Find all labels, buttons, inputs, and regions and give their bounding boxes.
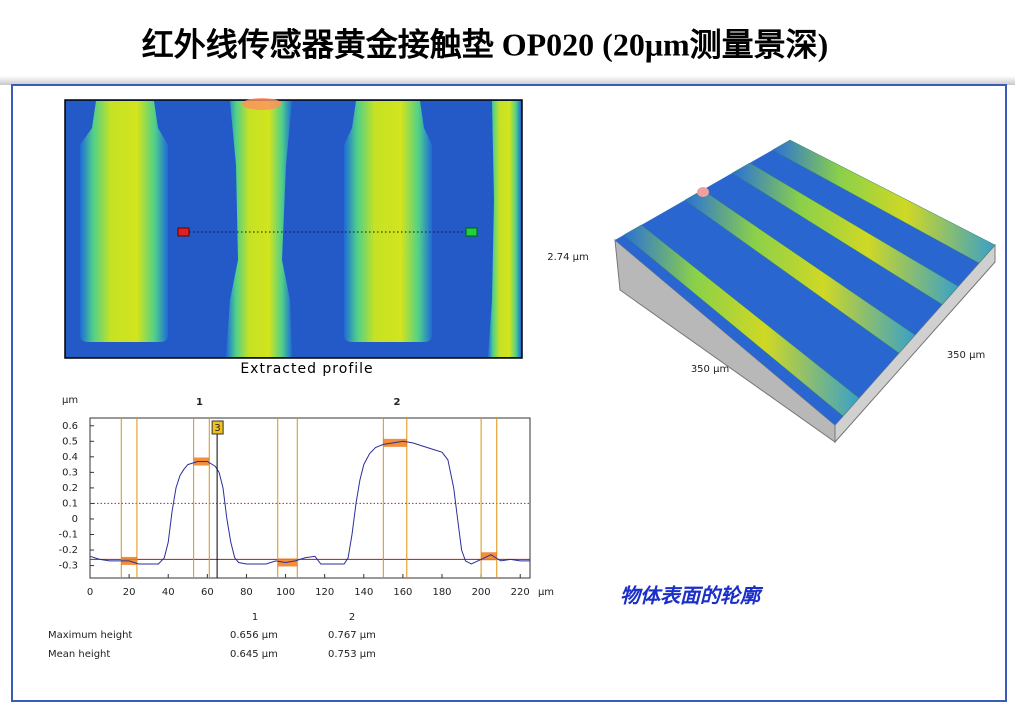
y-unit: µm: [62, 395, 78, 406]
peak-label: 1: [196, 397, 203, 408]
surface-strip: [623, 224, 860, 417]
x-tick-label: 100: [276, 587, 295, 598]
heatmap: [64, 98, 523, 359]
y-tick-label: 0.2: [62, 483, 78, 494]
y-axis-label-3d: 350 µm: [947, 350, 985, 361]
row-label: Maximum height: [48, 630, 132, 641]
y-tick-label: 0.6: [62, 421, 78, 432]
cell: 0.645 µm: [230, 649, 278, 660]
y-tick-label: 0.1: [62, 498, 78, 509]
y-tick-label: -0.1: [58, 530, 78, 541]
heatmap-caption: Extracted profile: [240, 361, 373, 377]
cell: 0.656 µm: [230, 630, 278, 641]
table-header: 1: [252, 612, 258, 623]
y-tick-label: -0.2: [58, 545, 78, 556]
table-header: 2: [349, 612, 355, 623]
cell: 0.753 µm: [328, 649, 376, 660]
y-tick-label: 0.4: [62, 452, 78, 463]
x-tick-label: 120: [315, 587, 334, 598]
x-tick-label: 20: [123, 587, 136, 598]
peak-label: 2: [394, 397, 401, 408]
y-tick-label: 0.5: [62, 436, 78, 447]
surface-3d: [614, 139, 996, 444]
x-tick-label: 40: [162, 587, 175, 598]
cell: 0.767 µm: [328, 630, 376, 641]
x-tick-label: 220: [511, 587, 530, 598]
x-tick-label: 140: [354, 587, 373, 598]
y-tick-label: -0.3: [58, 561, 78, 572]
slide-title: 红外线传感器黄金接触垫 OP020 (20μm测量景深): [142, 26, 829, 62]
y-tick-label: 0.3: [62, 467, 78, 478]
x-tick-label: 200: [472, 587, 491, 598]
header-band: [0, 76, 1015, 85]
note: 物体表面的轮廓: [620, 585, 764, 608]
measure-region: [481, 552, 497, 561]
surface-peak: [697, 187, 709, 197]
profile-line: [89, 440, 530, 565]
x-axis-label-3d: 350 µm: [691, 364, 729, 375]
content-frame: [11, 84, 1007, 702]
x-tick-label: 80: [240, 587, 253, 598]
x-unit: µm: [538, 587, 554, 598]
x-tick-label: 0: [87, 587, 93, 598]
surface-strip: [684, 189, 916, 354]
x-tick-label: 60: [201, 587, 214, 598]
x-tick-label: 160: [393, 587, 412, 598]
x-tick-label: 180: [432, 587, 451, 598]
marker-box: [211, 420, 224, 435]
y-tick-label: 0: [72, 514, 78, 525]
surface-strip: [771, 139, 996, 264]
row-label: Mean height: [48, 649, 110, 660]
plot-area: [89, 417, 531, 579]
marker-label: 3: [214, 423, 220, 434]
surface-strip: [731, 162, 959, 305]
z-axis-label: 2.74 µm: [547, 252, 589, 263]
